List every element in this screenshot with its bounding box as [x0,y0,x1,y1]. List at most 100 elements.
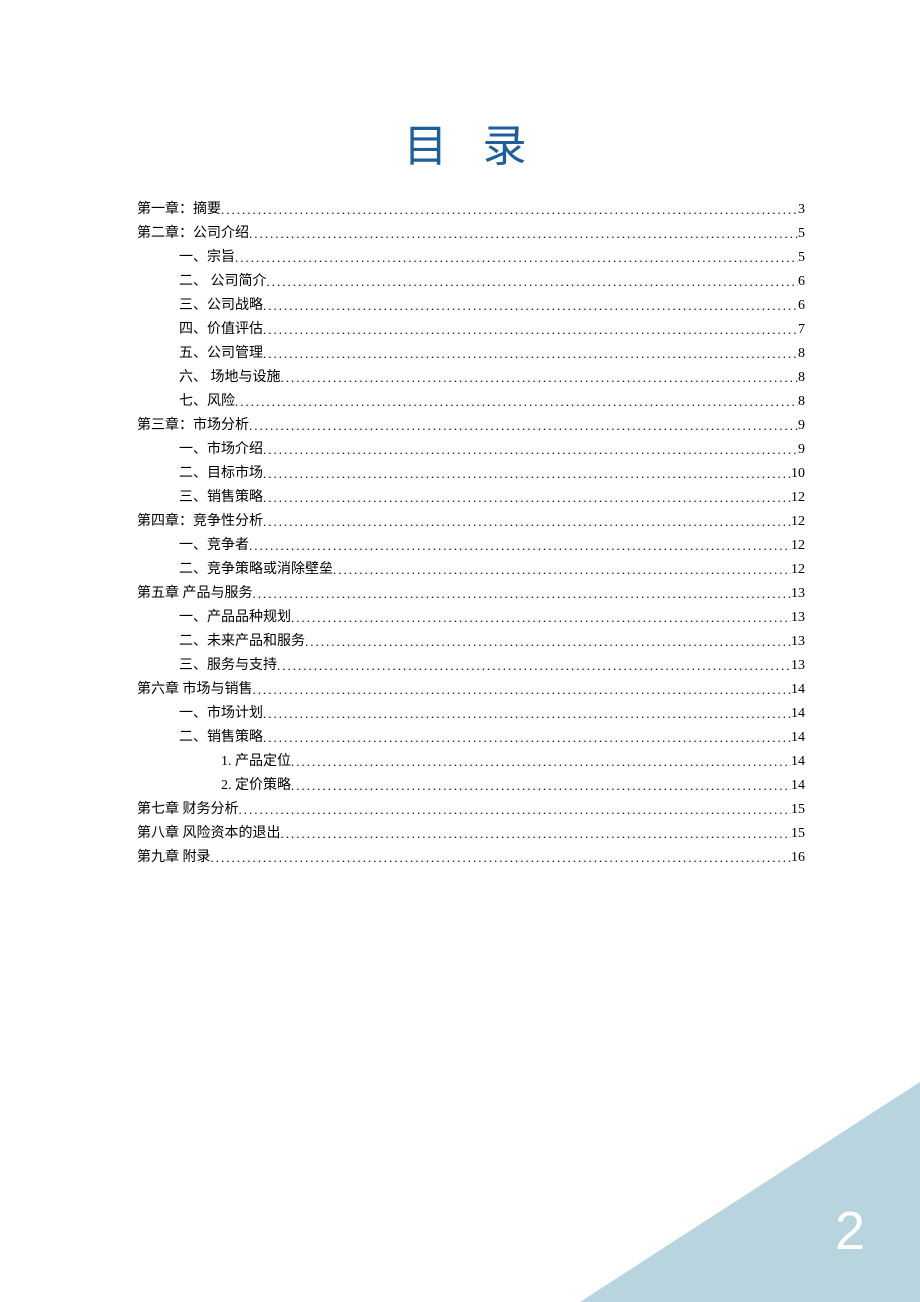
toc-leader-dots [263,323,798,336]
toc-entry: 二、销售策略14 [137,730,805,745]
toc-entry-label: 1. 产品定位 [137,755,291,769]
toc-entry-page: 13 [791,587,805,601]
toc-entry-label: 第九章 附录 [137,851,211,865]
toc-entry-page: 14 [791,731,805,745]
toc-leader-dots [263,299,798,312]
toc-leader-dots [253,683,792,696]
toc-entry-label: 二、未来产品和服务 [137,635,305,649]
toc-entry-page: 13 [791,635,805,649]
toc-leader-dots [239,803,792,816]
toc-entry-page: 6 [798,275,805,289]
toc-entry: 第四章：竞争性分析 12 [137,514,805,529]
toc-entry-label: 2. 定价策略 [137,779,291,793]
toc-entry-label: 三、销售策略 [137,491,263,505]
toc-leader-dots [263,707,791,720]
toc-entry: 一、市场介绍 9 [137,442,805,457]
toc-entry-page: 14 [791,755,805,769]
toc-entry-label: 二、 公司简介 [137,275,267,289]
toc-entry-label: 二、竞争策略或消除壁垒 [137,563,333,577]
toc-entry: 三、公司战略6 [137,298,805,313]
toc-entry-label: 二、目标市场 [137,467,263,481]
toc-entry: 一、宗旨 5 [137,250,805,265]
toc-entry: 第三章：市场分析9 [137,418,805,433]
toc-leader-dots [291,779,791,792]
toc-entry-label: 三、服务与支持 [137,659,277,673]
toc-entry: 二、竞争策略或消除壁垒 12 [137,562,805,577]
toc-entry-page: 9 [798,419,805,433]
toc-entry-page: 9 [798,443,805,457]
toc-leader-dots [281,827,792,840]
toc-list: 第一章：摘要3第二章：公司介绍5一、宗旨5二、 公司简介6三、公司战略6四、价值… [137,202,805,865]
toc-entry-label: 第一章：摘要 [137,203,221,217]
toc-entry-label: 第八章 风险资本的退出 [137,827,281,841]
toc-entry: 五、公司管理 8 [137,346,805,361]
toc-entry-page: 12 [791,563,805,577]
toc-entry-label: 一、市场介绍 [137,443,263,457]
toc-entry-page: 15 [791,827,805,841]
toc-entry: 一、产品品种规划13 [137,610,805,625]
toc-leader-dots [263,467,791,480]
toc-entry-page: 12 [791,515,805,529]
toc-entry-label: 一、产品品种规划 [137,611,291,625]
toc-entry-label: 五、公司管理 [137,347,263,361]
toc-entry: 一、竞争者12 [137,538,805,553]
toc-leader-dots [221,203,798,216]
toc-entry: 2. 定价策略 14 [137,778,805,793]
toc-entry: 1. 产品定位 14 [137,754,805,769]
toc-entry-label: 一、宗旨 [137,251,235,265]
toc-entry: 第一章：摘要 3 [137,202,805,217]
toc-entry-page: 5 [798,227,805,241]
toc-entry-page: 3 [798,203,805,217]
toc-title: 目 录 [137,110,805,174]
toc-entry-page: 5 [798,251,805,265]
toc-entry-label: 一、竞争者 [137,539,249,553]
toc-entry-page: 13 [791,659,805,673]
toc-entry: 二、目标市场 10 [137,466,805,481]
toc-entry: 第五章 产品与服务 13 [137,586,805,601]
toc-entry-label: 四、价值评估 [137,323,263,337]
toc-entry: 六、 场地与设施 8 [137,370,805,385]
page-content: 目 录 第一章：摘要3第二章：公司介绍5一、宗旨5二、 公司简介6三、公司战略6… [0,0,920,865]
toc-leader-dots [235,395,798,408]
toc-leader-dots [235,251,798,264]
toc-leader-dots [277,659,791,672]
toc-entry: 一、市场计划 14 [137,706,805,721]
toc-leader-dots [249,539,791,552]
toc-entry: 二、 公司简介 6 [137,274,805,289]
toc-leader-dots [281,371,799,384]
toc-entry-page: 10 [791,467,805,481]
toc-entry: 四、价值评估 7 [137,322,805,337]
toc-leader-dots [263,347,798,360]
toc-entry-page: 15 [791,803,805,817]
toc-entry-label: 第五章 产品与服务 [137,587,253,601]
toc-entry-page: 14 [791,779,805,793]
toc-leader-dots [249,227,798,240]
toc-entry: 第七章 财务分析 15 [137,802,805,817]
toc-leader-dots [263,515,791,528]
toc-entry-label: 六、 场地与设施 [137,371,281,385]
toc-leader-dots [291,755,791,768]
toc-entry-label: 三、公司战略 [137,299,263,313]
toc-entry-label: 一、市场计划 [137,707,263,721]
toc-entry-label: 第四章：竞争性分析 [137,515,263,529]
toc-entry: 三、销售策略 12 [137,490,805,505]
toc-entry-label: 第七章 财务分析 [137,803,239,817]
toc-leader-dots [249,419,798,432]
corner-decoration [580,1082,920,1302]
toc-entry-page: 8 [798,371,805,385]
toc-entry-label: 七、风险 [137,395,235,409]
toc-leader-dots [263,731,791,744]
toc-leader-dots [263,443,798,456]
toc-entry-page: 12 [791,491,805,505]
toc-entry-page: 7 [798,323,805,337]
toc-entry-page: 8 [798,395,805,409]
page-number: 2 [835,1200,865,1262]
toc-entry-page: 14 [791,707,805,721]
toc-leader-dots [211,851,792,864]
toc-entry-page: 14 [791,683,805,697]
toc-entry-page: 8 [798,347,805,361]
toc-entry: 二、未来产品和服务 13 [137,634,805,649]
toc-leader-dots [263,491,791,504]
toc-entry-label: 第六章 市场与销售 [137,683,253,697]
toc-entry: 第八章 风险资本的退出 15 [137,826,805,841]
